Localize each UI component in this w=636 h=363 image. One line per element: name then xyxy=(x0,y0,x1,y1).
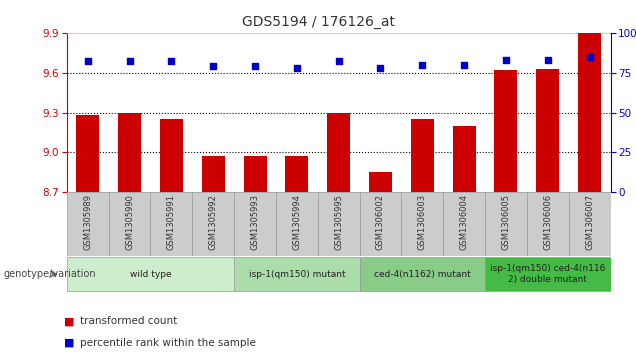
Bar xyxy=(401,192,443,256)
Text: GSM1306002: GSM1306002 xyxy=(376,194,385,250)
Text: GSM1305995: GSM1305995 xyxy=(334,194,343,250)
Point xyxy=(83,58,93,64)
Bar xyxy=(286,156,308,192)
Bar xyxy=(443,192,485,256)
Text: wild type: wild type xyxy=(130,270,171,278)
Point xyxy=(208,63,218,69)
Text: GSM1305991: GSM1305991 xyxy=(167,194,176,250)
Bar xyxy=(244,156,266,192)
Point xyxy=(333,58,343,64)
Point xyxy=(417,62,427,68)
Bar xyxy=(67,192,109,256)
Text: GDS5194 / 176126_at: GDS5194 / 176126_at xyxy=(242,15,395,29)
Point xyxy=(584,54,595,60)
Text: GSM1305990: GSM1305990 xyxy=(125,194,134,250)
Bar xyxy=(318,192,359,256)
Bar xyxy=(485,192,527,256)
Bar xyxy=(411,119,434,192)
Bar xyxy=(485,257,611,291)
Text: ced-4(n1162) mutant: ced-4(n1162) mutant xyxy=(374,270,471,278)
Text: GSM1305989: GSM1305989 xyxy=(83,194,92,250)
Point xyxy=(501,57,511,63)
Text: GSM1305993: GSM1305993 xyxy=(251,194,259,250)
Bar xyxy=(234,192,276,256)
Bar xyxy=(151,192,192,256)
Point xyxy=(166,58,176,64)
Bar xyxy=(192,192,234,256)
Bar xyxy=(453,126,476,192)
Point xyxy=(543,57,553,63)
Bar xyxy=(327,113,350,192)
Text: isp-1(qm150) mutant: isp-1(qm150) mutant xyxy=(249,270,345,278)
Text: transformed count: transformed count xyxy=(80,316,177,326)
Point xyxy=(292,65,302,71)
Bar xyxy=(569,192,611,256)
Bar xyxy=(536,69,559,192)
Text: GSM1306006: GSM1306006 xyxy=(543,194,552,250)
Bar xyxy=(202,156,225,192)
Text: genotype/variation: genotype/variation xyxy=(3,269,96,279)
Point xyxy=(125,58,135,64)
Text: GSM1306004: GSM1306004 xyxy=(460,194,469,250)
Text: GSM1305992: GSM1305992 xyxy=(209,194,218,250)
Bar xyxy=(76,115,99,192)
Bar xyxy=(359,257,485,291)
Bar xyxy=(578,33,601,192)
Text: GSM1306005: GSM1306005 xyxy=(502,194,511,250)
Bar xyxy=(494,70,518,192)
Bar xyxy=(118,113,141,192)
Point xyxy=(459,62,469,68)
Bar xyxy=(234,257,359,291)
Point xyxy=(250,63,260,69)
Bar xyxy=(276,192,318,256)
Text: isp-1(qm150) ced-4(n116
2) double mutant: isp-1(qm150) ced-4(n116 2) double mutant xyxy=(490,264,605,284)
Point xyxy=(375,65,385,71)
Text: GSM1306007: GSM1306007 xyxy=(585,194,594,250)
Bar xyxy=(359,192,401,256)
Text: GSM1306003: GSM1306003 xyxy=(418,194,427,250)
Text: percentile rank within the sample: percentile rank within the sample xyxy=(80,338,256,348)
Bar xyxy=(527,192,569,256)
Bar xyxy=(369,172,392,192)
Text: ■: ■ xyxy=(64,338,74,348)
Bar xyxy=(160,119,183,192)
Text: GSM1305994: GSM1305994 xyxy=(293,194,301,250)
Bar xyxy=(67,257,234,291)
Text: ■: ■ xyxy=(64,316,74,326)
Bar xyxy=(109,192,151,256)
